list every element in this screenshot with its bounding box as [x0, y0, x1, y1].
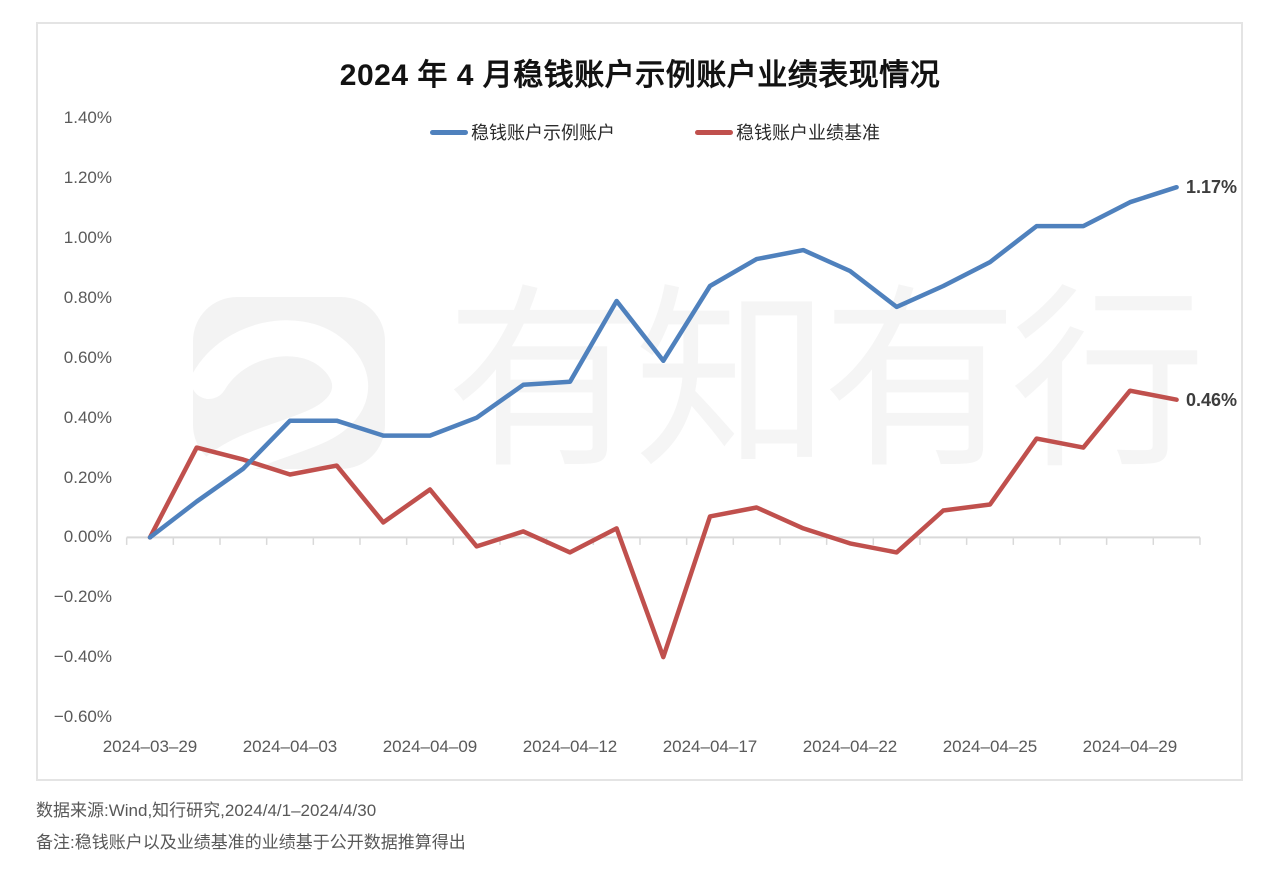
- legend-item-account: 稳钱账户示例账户: [430, 119, 615, 145]
- y-axis-label: 0.20%: [63, 467, 112, 487]
- y-axis-label: −0.60%: [53, 706, 112, 726]
- x-axis-label: 2024–04–12: [522, 737, 618, 756]
- y-axis-label: 0.60%: [63, 347, 112, 367]
- legend-line-swatch-red: [695, 129, 733, 135]
- footer-note: 备注:稳钱账户以及业绩基准的业绩基于公开数据推算得出: [36, 833, 466, 852]
- y-axis-label: 1.00%: [63, 228, 112, 248]
- legend-label: 稳钱账户业绩基准: [736, 123, 880, 143]
- y-axis-label: 1.20%: [63, 168, 112, 188]
- series-line: [147, 388, 1179, 660]
- series-line: [147, 184, 1179, 540]
- x-axis-label: 2024–04–03: [242, 737, 338, 756]
- chart-title: 2024 年 4 月稳钱账户示例账户业绩表现情况: [339, 59, 941, 92]
- x-axis-label: 2024–04–09: [382, 737, 478, 756]
- y-axis-label: 0.40%: [63, 407, 112, 427]
- x-axis-label: 2024–04–25: [942, 737, 1038, 756]
- y-axis-label: 0.80%: [63, 287, 112, 307]
- x-axis-label: 2024–04–22: [802, 737, 898, 756]
- legend-item-benchmark: 稳钱账户业绩基准: [695, 119, 880, 145]
- y-axis-label: 0.00%: [63, 527, 112, 547]
- legend-line-swatch-blue: [430, 129, 468, 135]
- series-end-label: 0.46%: [1186, 389, 1238, 410]
- y-axis-label: 1.40%: [63, 108, 112, 128]
- series-end-label: 1.17%: [1186, 177, 1238, 198]
- x-axis-label: 2024–03–29: [102, 737, 198, 756]
- x-axis-label: 2024–04–29: [1082, 737, 1178, 756]
- legend-label: 稳钱账户示例账户: [471, 123, 615, 143]
- footer-data-source: 数据来源:Wind,知行研究,2024/4/1–2024/4/30: [36, 801, 377, 820]
- x-axis-label: 2024–04–17: [662, 737, 758, 756]
- y-axis-label: −0.20%: [53, 587, 112, 607]
- y-axis-label: −0.40%: [53, 647, 112, 667]
